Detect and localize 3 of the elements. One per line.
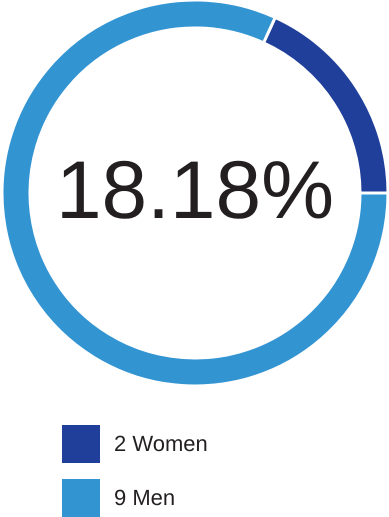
text: 18.18% bbox=[56, 145, 334, 236]
legend-label: 2 Women bbox=[114, 431, 208, 456]
legend-label: 9 Men bbox=[114, 485, 176, 510]
